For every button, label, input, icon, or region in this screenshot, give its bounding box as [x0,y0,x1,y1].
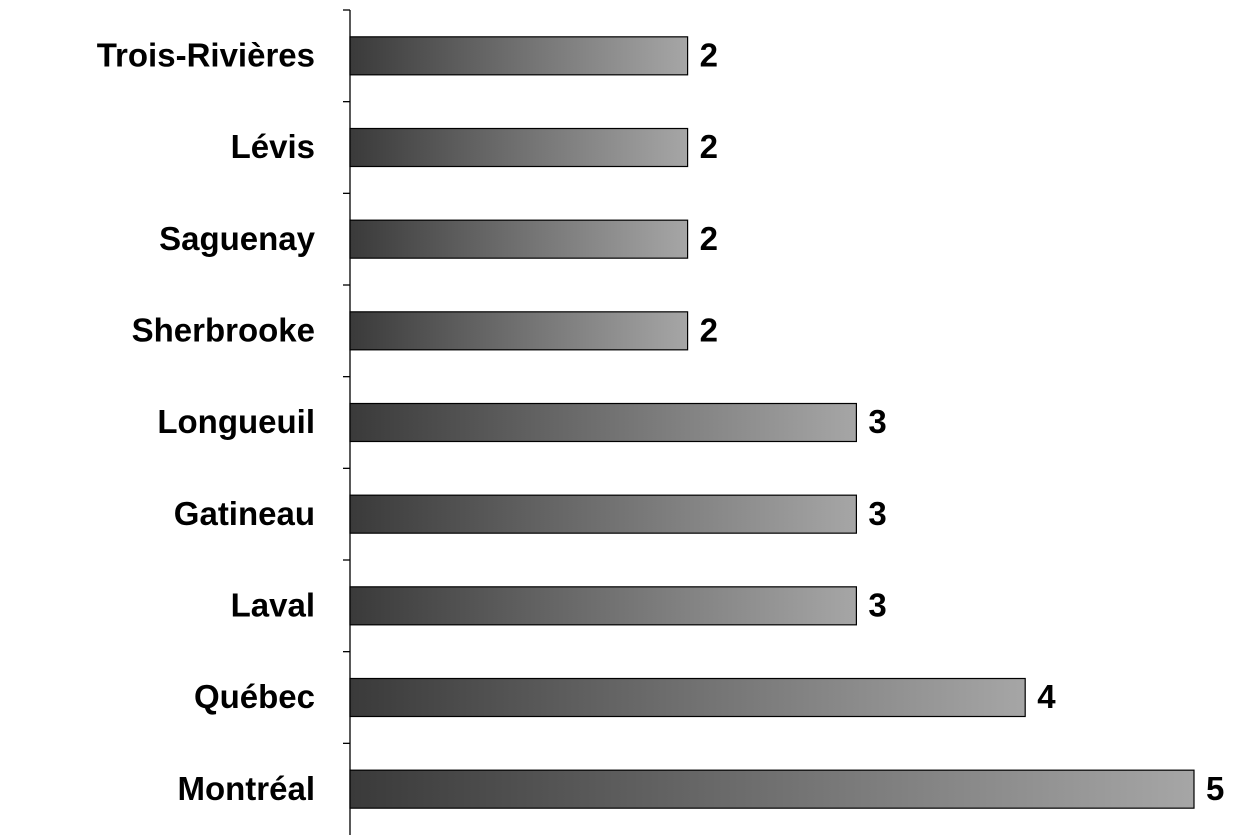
bar [349,769,1195,809]
value-label: 2 [700,128,718,165]
value-label: 3 [868,403,886,440]
value-label: 2 [700,220,718,257]
category-label: Québec [194,678,315,715]
category-label: Montréal [177,770,315,807]
bar [349,311,689,351]
value-label: 4 [1037,678,1056,715]
category-label: Laval [231,587,315,624]
category-label: Trois-Rivières [97,37,315,74]
bar [349,677,1026,718]
value-label: 3 [868,495,886,532]
bar [349,36,689,76]
value-label: 3 [868,587,886,624]
category-label: Longueuil [157,403,315,440]
bar [349,402,857,443]
bar [349,127,689,168]
bar [349,494,857,534]
category-label: Gatineau [174,495,315,532]
value-label: 2 [700,312,718,349]
category-label: Lévis [231,128,315,165]
value-label: 2 [700,37,718,74]
bar [349,586,857,626]
bar [349,219,689,259]
category-label: Sherbrooke [132,312,315,349]
category-label: Saguenay [159,220,316,257]
value-label: 5 [1206,770,1224,807]
